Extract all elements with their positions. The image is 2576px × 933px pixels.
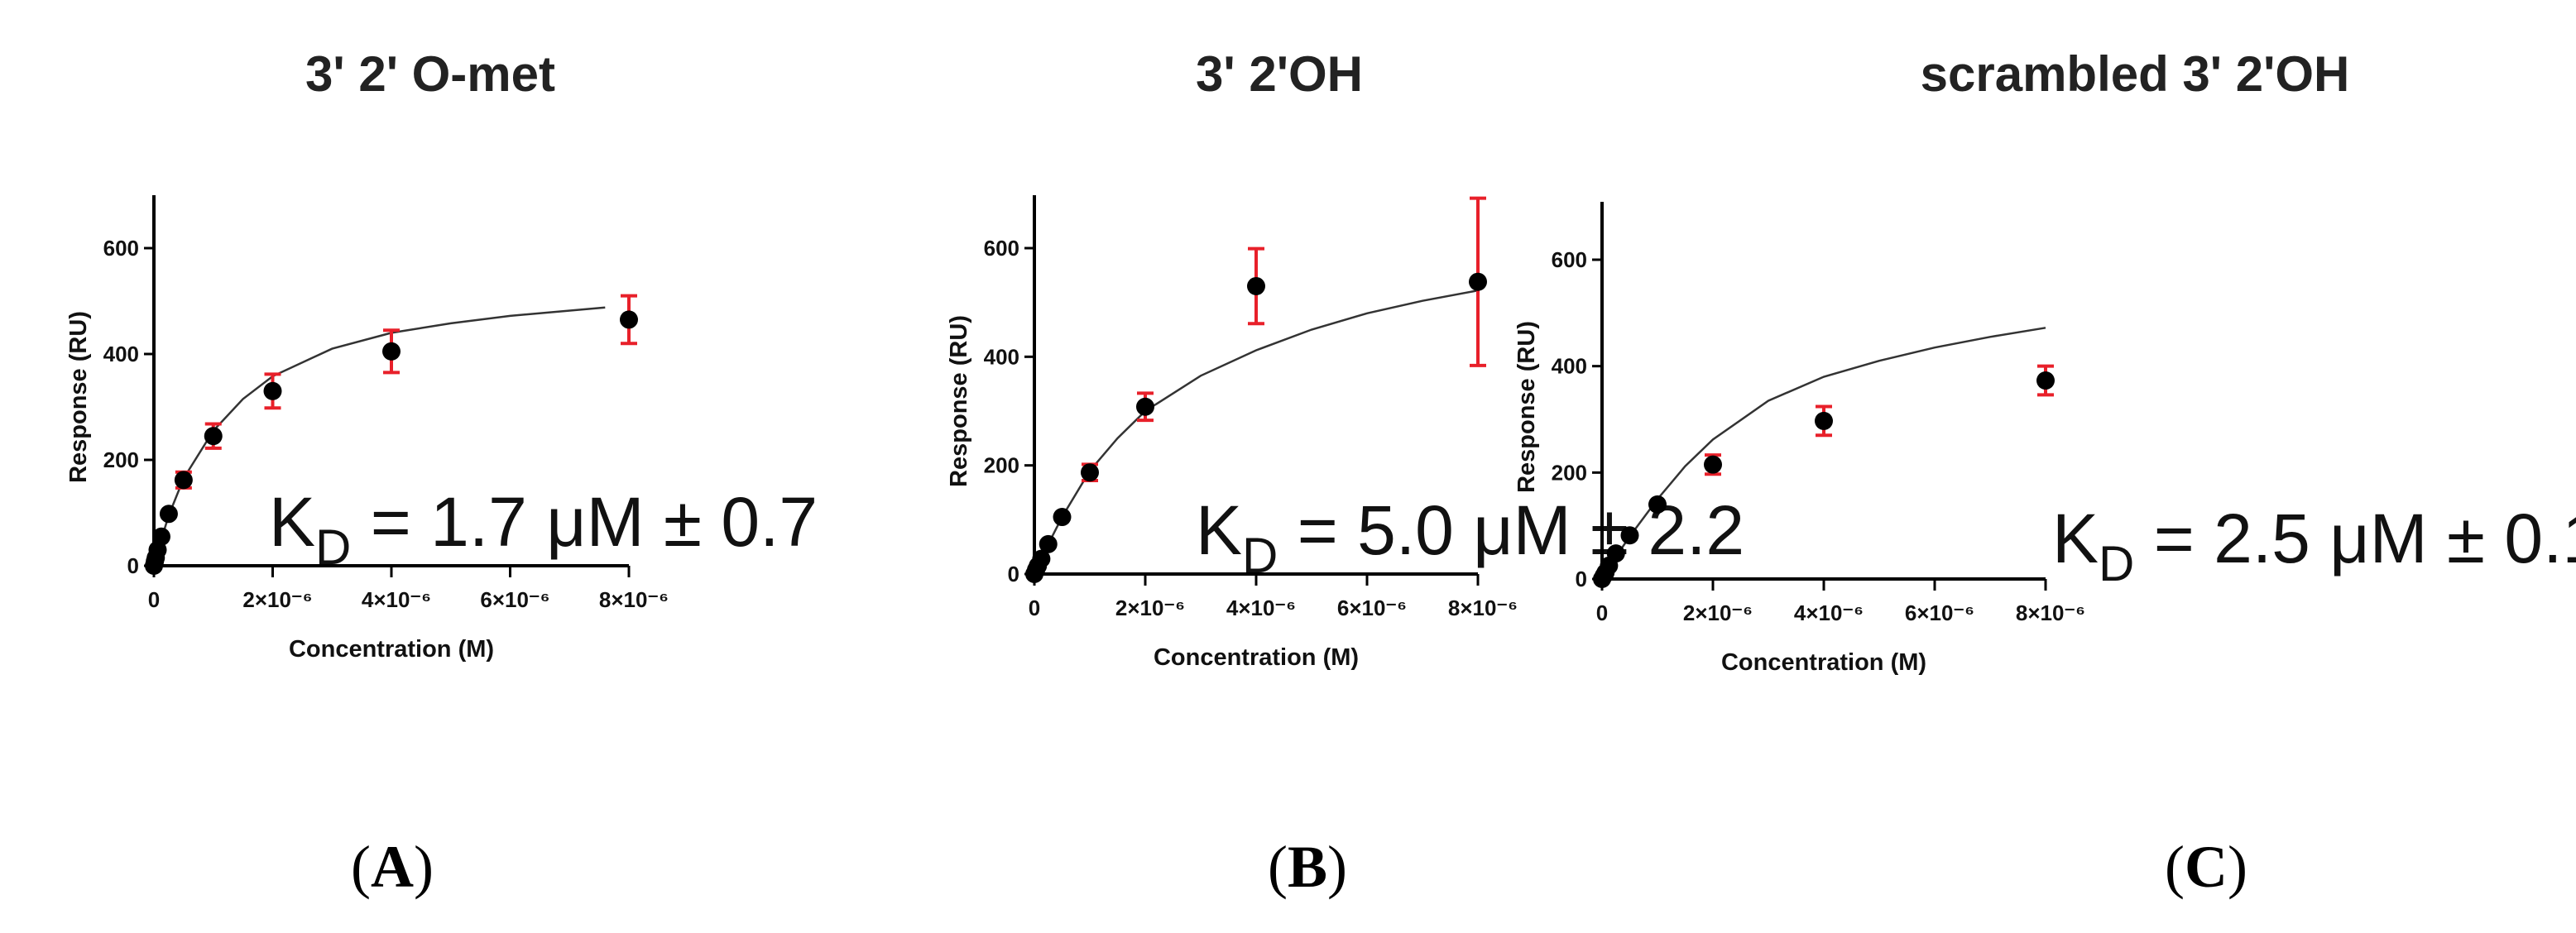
kd-value: = 1.7 μM ± 0.7 (351, 483, 818, 561)
x-tick-label: 0 (148, 587, 160, 612)
x-tick-label: 6×10⁻⁶ (1905, 600, 1974, 625)
y-tick-label: 600 (1552, 247, 1587, 272)
kd-subscript: D (315, 519, 351, 575)
panel-letter: A (371, 834, 414, 900)
y-tick-label: 600 (103, 236, 139, 261)
y-tick-label: 400 (103, 342, 139, 366)
x-tick-label: 8×10⁻⁶ (1448, 596, 1518, 620)
kd-symbol: K (2052, 500, 2099, 577)
x-tick-label: 0 (1029, 596, 1040, 620)
y-axis-label: Response (RU) (65, 311, 92, 483)
panel-paren-open: ( (1268, 834, 1288, 900)
y-tick-label: 0 (127, 553, 139, 578)
y-tick-label: 0 (1008, 562, 1019, 586)
data-point (1815, 411, 1833, 430)
kd-symbol: K (1196, 491, 1242, 569)
data-point (1469, 272, 1487, 291)
x-tick-label: 2×10⁻⁶ (242, 587, 312, 612)
y-tick-label: 0 (1576, 567, 1587, 591)
y-tick-label: 200 (103, 447, 139, 472)
chart-title: 3' 2'OH (1196, 46, 1363, 102)
data-point (1704, 455, 1722, 474)
data-point (151, 527, 170, 546)
data-point (1039, 534, 1058, 553)
data-point (263, 381, 282, 400)
x-tick-label: 8×10⁻⁶ (599, 587, 669, 612)
chart-title: scrambled 3' 2'OH (1921, 46, 2350, 102)
kd-symbol: K (269, 483, 315, 561)
x-tick-label: 2×10⁻⁶ (1115, 596, 1185, 620)
panel-paren-open: ( (351, 834, 371, 900)
kd-value: = 2.5 μM ± 0.1 (2134, 500, 2576, 577)
data-point (1247, 276, 1265, 295)
x-axis-label: Concentration (M) (1154, 644, 1359, 671)
kd-subscript: D (2099, 536, 2134, 591)
panel-paren-close: ) (414, 834, 434, 900)
x-tick-label: 4×10⁻⁶ (1794, 600, 1864, 625)
kd-subscript: D (1242, 528, 1278, 583)
y-tick-label: 400 (1552, 354, 1587, 379)
data-point (159, 505, 178, 524)
x-tick-label: 2×10⁻⁶ (1683, 600, 1753, 625)
chart-panel-C: scrambled 3' 2'OH 0 200 400 600 0 2×10⁻⁶ 4×10⁻⁶… (1513, 46, 2576, 900)
data-point (1053, 508, 1072, 527)
panel-label: (A) (351, 834, 434, 900)
data-point (174, 471, 193, 490)
data-point (620, 310, 638, 329)
panel-paren-close: ) (1327, 834, 1347, 900)
x-tick-label: 4×10⁻⁶ (1226, 596, 1296, 620)
y-tick-label: 200 (1552, 460, 1587, 485)
x-tick-label: 6×10⁻⁶ (1337, 596, 1407, 620)
x-tick-label: 6×10⁻⁶ (480, 587, 549, 612)
x-tick-label: 4×10⁻⁶ (362, 587, 431, 612)
panel-paren-close: ) (2228, 834, 2247, 900)
kd-annotation: KD = 5.0 μM ± 2.2 (1196, 491, 1744, 583)
data-point (1648, 495, 1667, 514)
y-tick-label: 600 (984, 236, 1019, 261)
data-point (2036, 371, 2055, 390)
kd-annotation: KD = 2.5 μM ± 0.1 (2052, 500, 2576, 591)
y-axis-label: Response (RU) (946, 315, 972, 487)
x-axis-label: Concentration (M) (1721, 649, 1926, 676)
data-point (204, 427, 223, 446)
data-point (382, 342, 401, 361)
x-tick-label: 0 (1596, 600, 1608, 625)
kd-annotation: KD = 1.7 μM ± 0.7 (269, 483, 818, 575)
data-point (1136, 397, 1154, 416)
x-tick-label: 8×10⁻⁶ (2016, 600, 2085, 625)
panel-letter: B (1288, 834, 1327, 900)
y-tick-label: 400 (984, 344, 1019, 369)
data-point (1620, 526, 1639, 545)
y-axis-label: Response (RU) (1513, 321, 1540, 493)
x-axis-label: Concentration (M) (289, 636, 494, 663)
chart-panel-A: 3' 2' O-met 0 200 400 600 0 2×10⁻⁶ 4×10⁻⁶ 6×10⁻⁶… (65, 46, 818, 900)
chart-panel-B: 3' 2'OH 0 200 400 600 0 2×10⁻⁶ 4×10⁻⁶ 6×10⁻⁶ 8×10… (946, 46, 1744, 900)
data-point (1081, 463, 1099, 482)
data-point (1032, 549, 1051, 568)
chart-title: 3' 2' O-met (305, 46, 555, 102)
y-tick-label: 200 (984, 453, 1019, 478)
panel-label: (B) (1268, 834, 1347, 900)
panel-label: (C) (2165, 834, 2247, 900)
panel-letter: C (2185, 834, 2228, 900)
data-point (1606, 544, 1625, 563)
panel-paren-open: ( (2165, 834, 2185, 900)
kd-value: = 5.0 μM ± 2.2 (1278, 491, 1744, 569)
